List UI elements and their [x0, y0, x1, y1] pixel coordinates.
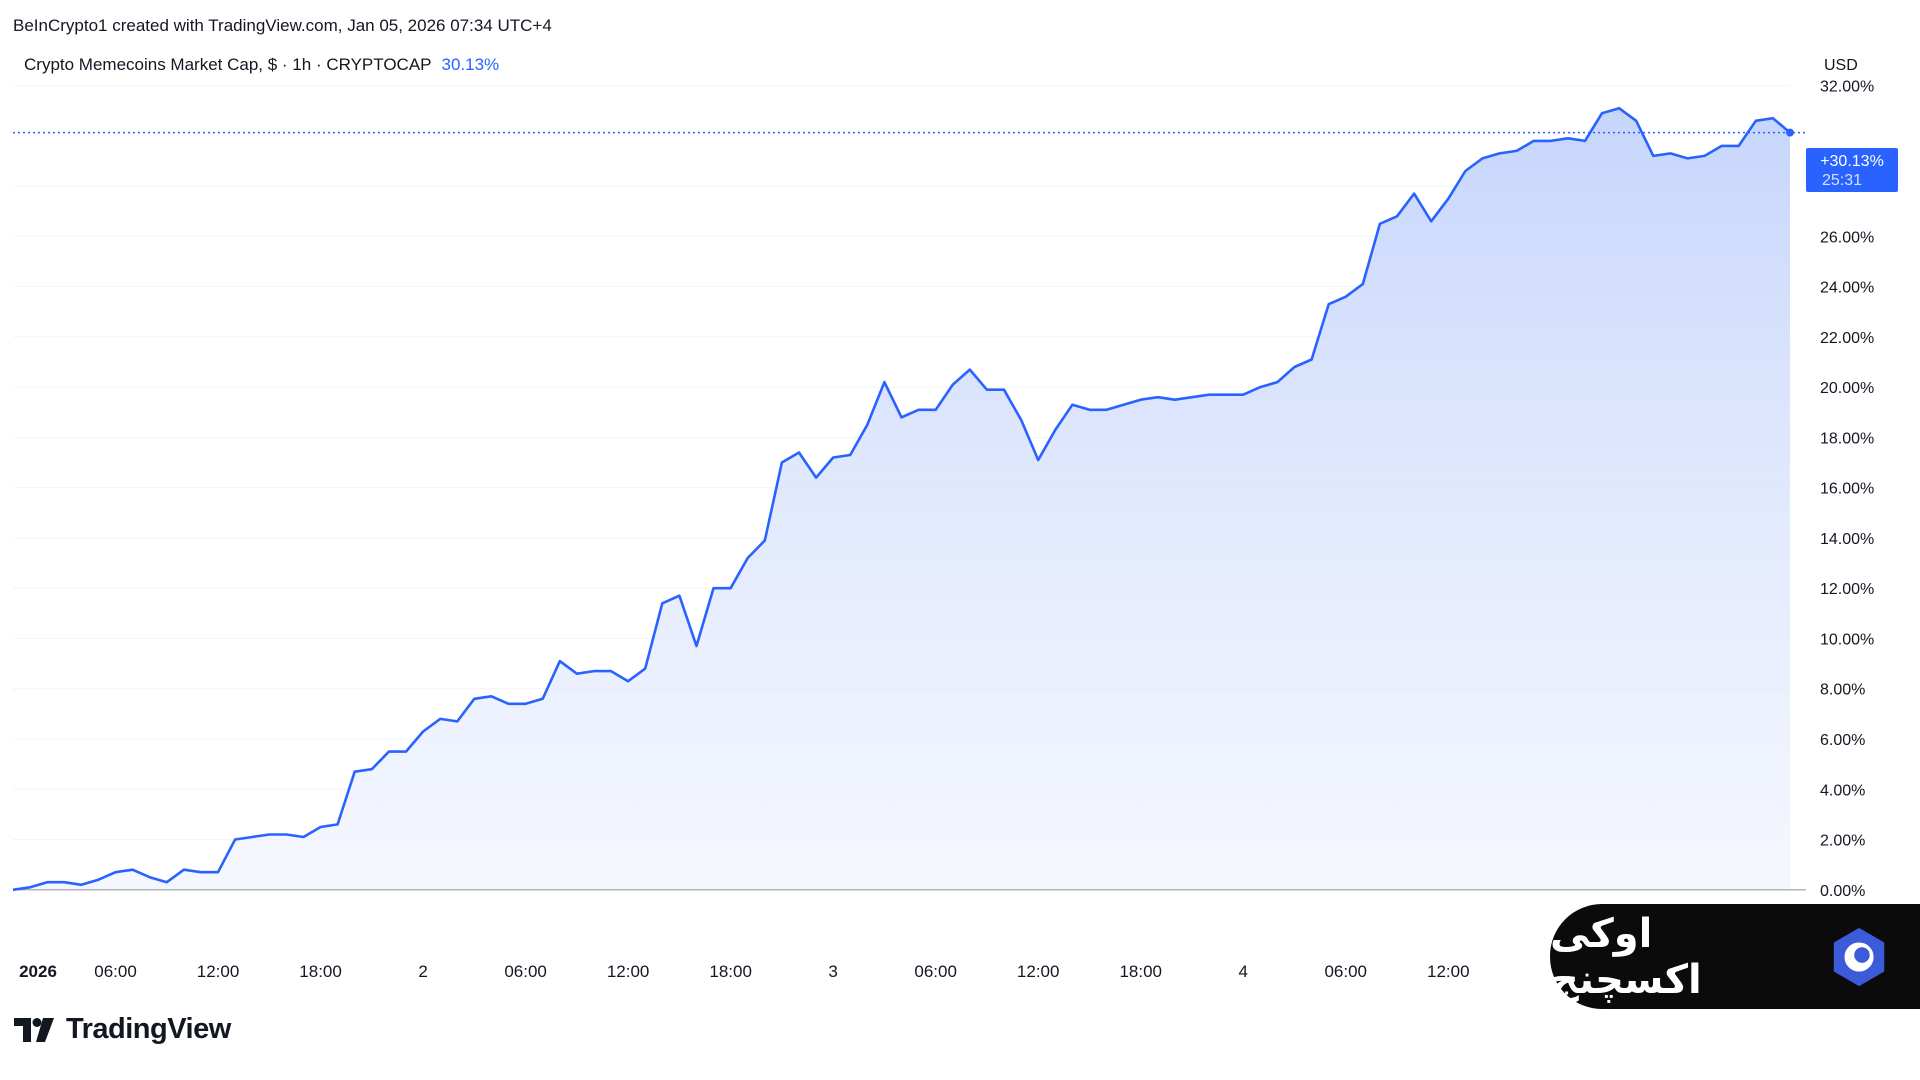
last-value-dot: [1786, 128, 1794, 137]
y-tick-label: 24.00%: [1820, 280, 1874, 297]
y-tick-label: 0.00%: [1820, 883, 1865, 900]
x-tick-label: 2026: [19, 962, 57, 981]
y-tick-label: 4.00%: [1820, 782, 1865, 799]
x-tick-label: 2: [418, 962, 427, 981]
x-tick-label: 18:00: [299, 962, 342, 981]
x-tick-label: 06:00: [914, 962, 957, 981]
x-tick-label: 12:00: [1427, 962, 1470, 981]
y-axis[interactable]: 0.00% 2.00% 4.00% 6.00% 8.00% 10.00% 12.00% 14.…: [1820, 79, 1874, 900]
price-chart[interactable]: 0.00% 2.00% 4.00% 6.00% 8.00% 10.00% 12.00% 14.…: [0, 0, 1920, 1000]
tradingview-logo-icon: [14, 1017, 54, 1042]
brand-logo-icon: [1833, 927, 1885, 986]
tradingview-logo-text: TradingView: [66, 1013, 231, 1045]
x-tick-label: 06:00: [1324, 962, 1367, 981]
y-tick-label: 6.00%: [1820, 732, 1865, 749]
x-tick-label: 3: [828, 962, 837, 981]
x-tick-label: 18:00: [709, 962, 752, 981]
symbol-label: Crypto Memecoins Market Cap, $ · 1h · CR…: [24, 55, 432, 74]
price-tag-value: +30.13%: [1820, 153, 1884, 170]
y-tick-label: 2.00%: [1820, 833, 1865, 850]
y-tick-label: 10.00%: [1820, 631, 1874, 648]
y-tick-label: 12.00%: [1820, 581, 1874, 598]
x-tick-label: 06:00: [504, 962, 547, 981]
brand-text: اوکی اکسچنج: [1550, 910, 1702, 1003]
x-tick-label: 4: [1238, 962, 1247, 981]
x-tick-label: 12:00: [197, 962, 240, 981]
y-tick-label: 32.00%: [1820, 79, 1874, 96]
price-tag: +30.13% 25:31: [1806, 148, 1898, 192]
currency-label[interactable]: USD: [1824, 57, 1858, 74]
tradingview-logo[interactable]: TradingView: [14, 1013, 231, 1046]
y-tick-label: 22.00%: [1820, 330, 1874, 347]
y-tick-label: 8.00%: [1820, 682, 1865, 699]
x-tick-label: 12:00: [1017, 962, 1060, 981]
x-tick-label: 12:00: [607, 962, 650, 981]
brand-badge: اوکی اکسچنج: [1550, 904, 1920, 1009]
x-tick-label: 18:00: [1119, 962, 1162, 981]
y-tick-label: 20.00%: [1820, 380, 1874, 397]
symbol-legend[interactable]: Crypto Memecoins Market Cap, $ · 1h · CR…: [24, 55, 499, 75]
chart-credit: BeInCrypto1 created with TradingView.com…: [13, 16, 552, 35]
x-tick-label: 06:00: [94, 962, 137, 981]
y-tick-label: 18.00%: [1820, 430, 1874, 447]
price-tag-background: [1806, 148, 1898, 192]
change-value: 30.13%: [441, 55, 500, 74]
chart-series-line: [12, 106, 1791, 892]
y-tick-label: 26.00%: [1820, 229, 1874, 246]
price-tag-countdown: 25:31: [1822, 172, 1862, 189]
x-axis[interactable]: 2026 06:00 12:00 18:00 2 06:00 12:00 18:00 3 06:0…: [19, 962, 1469, 981]
y-tick-label: 14.00%: [1820, 531, 1874, 548]
chart-area-fill: [13, 108, 1790, 890]
y-tick-label: 16.00%: [1820, 481, 1874, 498]
